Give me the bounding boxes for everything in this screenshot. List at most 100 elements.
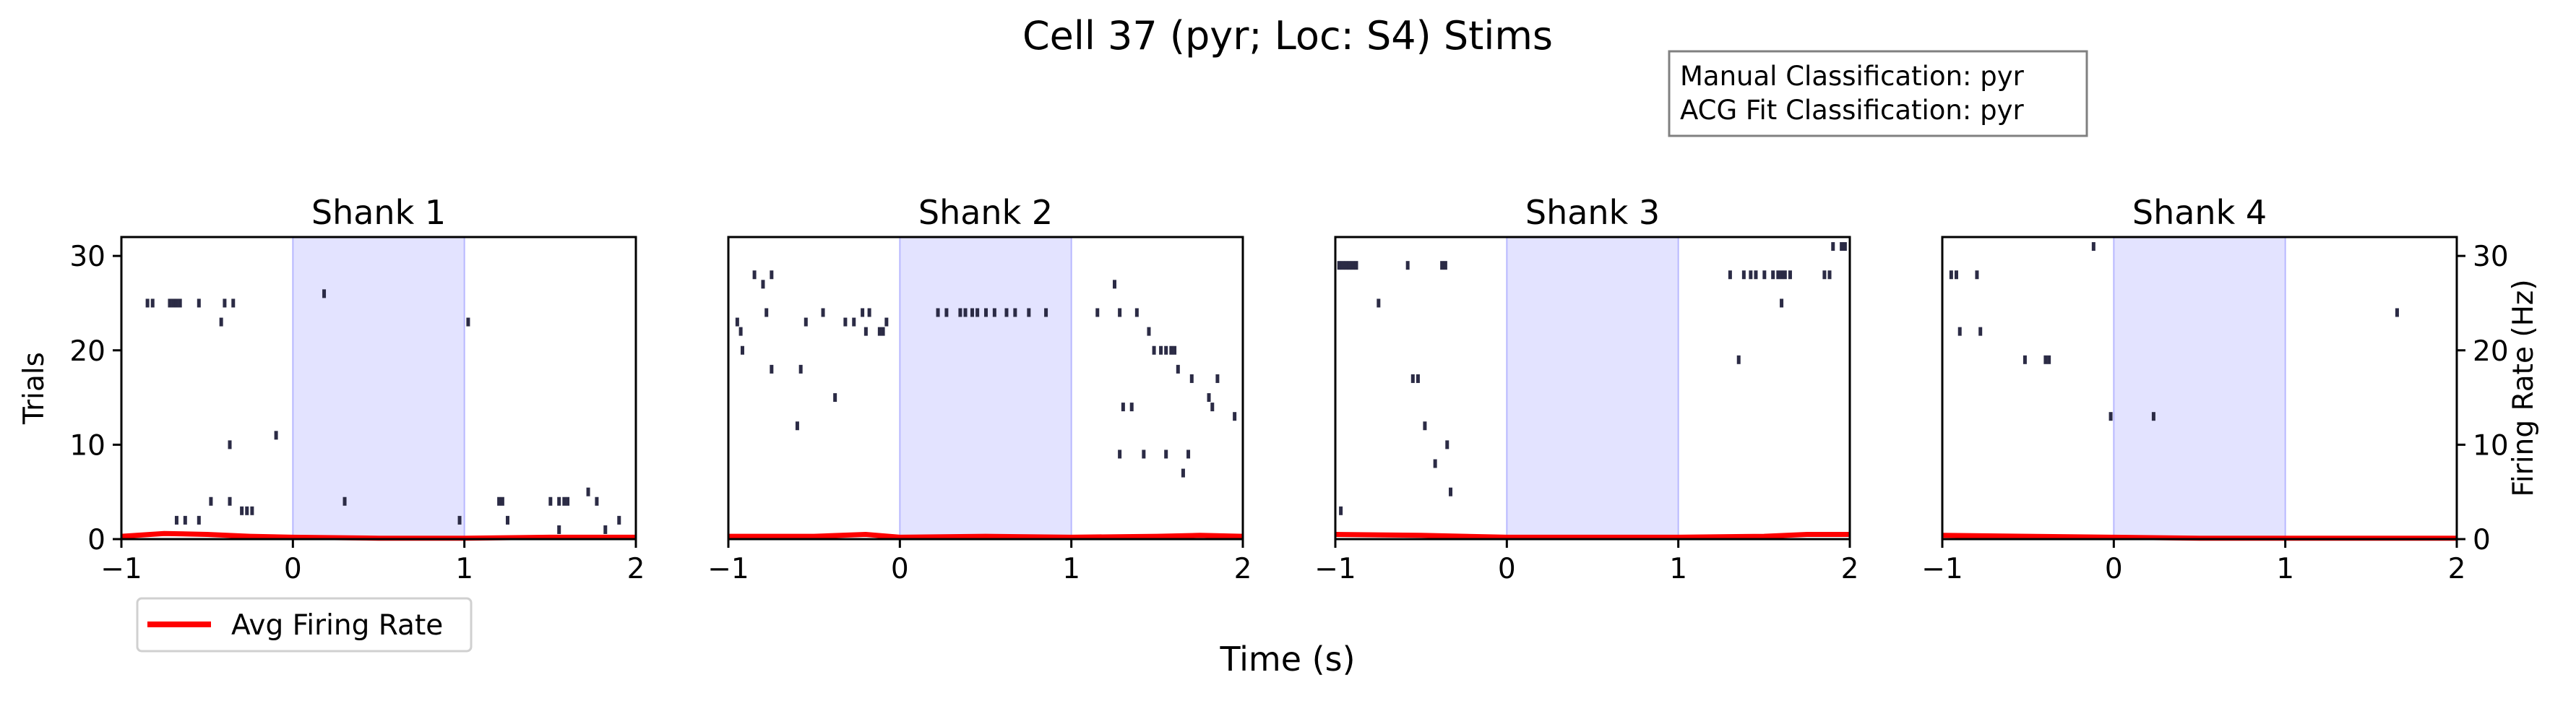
y-tick-label: 0 [2473, 524, 2491, 556]
spike-mark [1954, 270, 1958, 280]
x-tick-label: 2 [2448, 553, 2466, 585]
spike-mark [1827, 270, 1832, 280]
spike-mark [500, 496, 504, 506]
y-tick-label: 30 [2473, 241, 2509, 273]
spike-mark [1210, 403, 1215, 412]
spike-mark [1978, 327, 1983, 336]
spike-mark [821, 308, 825, 317]
y-tick-label: 10 [69, 429, 105, 462]
spike-mark [219, 317, 223, 327]
panel-title: Shank 3 [1525, 193, 1660, 232]
spike-mark [1013, 308, 1017, 317]
spike-mark [343, 496, 347, 506]
avg-firing-rate-line [1942, 533, 2457, 541]
spike-mark [761, 280, 765, 289]
spike-mark [245, 506, 249, 515]
spike-mark [975, 308, 980, 317]
spike-mark [223, 298, 227, 308]
stim-window [2113, 236, 2286, 540]
spike-mark [1423, 421, 1427, 431]
spike-mark [174, 515, 178, 525]
spike-mark [1207, 393, 1211, 403]
spike-mark [1377, 298, 1381, 308]
avg-firing-rate-line [728, 532, 1244, 540]
y-tick-label: 30 [69, 241, 105, 273]
spike-mark [1164, 450, 1168, 459]
spike-mark [174, 298, 178, 308]
spike-mark [1405, 261, 1410, 270]
spike-mark [1843, 242, 1847, 251]
spike-mark [1121, 403, 1125, 412]
spike-mark [1831, 242, 1835, 251]
spike-mark [183, 515, 187, 525]
spike-mark [274, 431, 278, 440]
spike-mark [1027, 308, 1031, 317]
spike-mark [145, 298, 150, 308]
x-tick-label: −1 [1314, 553, 1356, 585]
spike-mark [1147, 327, 1151, 336]
spike-mark [197, 515, 201, 525]
spike-mark [1780, 298, 1784, 308]
spike-mark [1741, 270, 1746, 280]
spike-mark [936, 308, 940, 317]
spike-mark [1949, 270, 1953, 280]
spike-mark [209, 496, 213, 506]
spike-mark [150, 298, 155, 308]
legend-frame [136, 597, 473, 653]
figure-title: Cell 37 (pyr; Loc: S4) Stims [1022, 13, 1553, 59]
spike-mark [566, 496, 570, 506]
x-axis-label: Time (s) [1219, 640, 1355, 679]
spike-mark [944, 308, 949, 317]
classification-acg: ACG Fit Classification: pyr [1680, 95, 2024, 126]
y-tick-label: 10 [2473, 429, 2509, 462]
spike-mark [466, 317, 470, 327]
stim-window [292, 236, 465, 540]
spike-mark [740, 345, 744, 355]
spike-mark [1152, 345, 1156, 355]
spike-mark [2151, 412, 2155, 421]
spike-mark [1044, 308, 1048, 317]
spike-mark [1233, 412, 1237, 421]
spike-mark [795, 421, 799, 431]
spike-mark [861, 308, 865, 317]
spike-mark [1181, 468, 1185, 478]
spike-mark [970, 308, 975, 317]
spike-mark [1822, 270, 1827, 280]
x-tick-label: 1 [2276, 553, 2294, 585]
spike-mark [1776, 270, 1780, 280]
spike-mark [2047, 355, 2051, 364]
spike-mark [1449, 487, 1453, 496]
y-tick-label: 20 [69, 335, 105, 368]
spike-mark [1354, 261, 1358, 270]
y-axis-label: Trials [18, 352, 51, 425]
spike-mark [1445, 440, 1449, 450]
spike-mark [1975, 270, 1979, 280]
spike-mark [617, 515, 621, 525]
spike-mark [1783, 270, 1787, 280]
spike-mark [322, 289, 327, 298]
x-tick-label: −1 [1921, 553, 1963, 585]
spike-mark [1340, 261, 1345, 270]
spike-mark [2043, 355, 2048, 364]
x-tick-label: 0 [1498, 553, 1516, 585]
spike-mark [881, 327, 885, 336]
spike-mark [1159, 345, 1163, 355]
spike-mark [1129, 403, 1134, 412]
axes-frame [120, 236, 637, 541]
spike-mark [240, 506, 244, 515]
spike-mark [863, 327, 868, 336]
x-tick-label: 1 [1062, 553, 1080, 585]
spike-mark [2108, 412, 2113, 421]
panel-shank-2: Shank 2 −1 0 1 2 [707, 193, 1252, 585]
spike-mark [1780, 270, 1784, 280]
x-tick-label: 0 [2105, 553, 2123, 585]
spike-mark [231, 298, 236, 308]
spike-mark [171, 298, 176, 308]
y-tick-label: 20 [2473, 335, 2509, 368]
y-axis-label-right: Firing Rate (Hz) [2507, 279, 2540, 496]
spike-mark [1351, 261, 1355, 270]
spike-mark [595, 496, 599, 506]
spike-mark [764, 308, 769, 317]
